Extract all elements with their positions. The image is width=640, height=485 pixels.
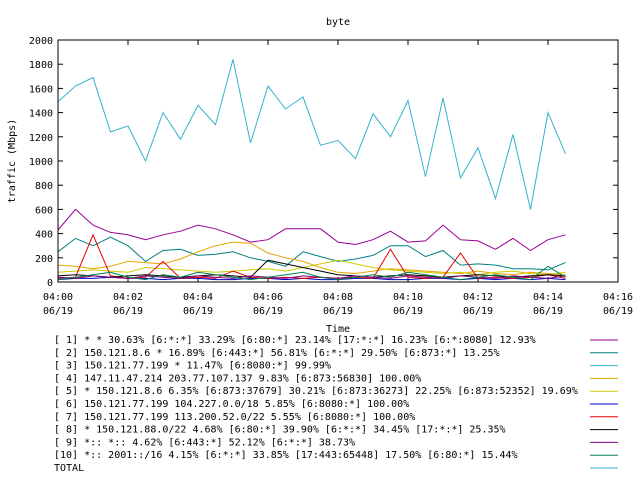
legend-label: [10] *:: 2001::/16 4.15% [6:*:*] 33.85% … [54,450,518,461]
x-tick-date: 06/19 [43,306,73,317]
legend-label: [ 7] 150.121.77.199 113.200.52.0/22 5.55… [54,412,415,423]
series-line-9 [57,275,566,279]
y-axis-label: traffic (Mbps) [7,119,18,203]
x-tick-time: 04:06 [253,292,283,303]
x-tick-time: 04:04 [183,292,213,303]
y-tick-label: 1000 [29,157,53,168]
series-line-5 [57,259,566,276]
legend-label: [ 3] 150.121.77.199 * 11.47% [6:8080:*] … [54,361,331,372]
x-tick-time: 04:14 [533,292,563,303]
x-tick-time: 04:10 [393,292,423,303]
x-axis-label: Time [326,324,350,335]
y-tick-label: 200 [35,254,53,265]
x-tick-time: 04:02 [113,292,143,303]
x-tick-time: 04:12 [463,292,493,303]
y-tick-label: 2000 [29,36,53,47]
legend-label: [ 4] 147.11.47.214 203.77.107.137 9.83% … [54,373,421,384]
y-tick-label: 1400 [29,109,53,120]
series-line-4 [57,241,566,276]
series-lines [57,59,566,281]
x-tick-date: 06/19 [113,306,143,317]
x-tick-time: 04:00 [43,292,73,303]
x-tick-date: 06/19 [533,306,563,317]
legend-label: [ 5] * 150.121.8.6 6.35% [6:873:37679] 3… [54,386,578,397]
x-tick-time: 04:16 [603,292,633,303]
y-tick-label: 1200 [29,133,53,144]
x-tick-date: 06/19 [253,306,283,317]
legend-label: TOTAL [54,463,84,474]
legend: [ 1] * * 30.63% [6:*:*] 33.29% [6:80:*] … [54,335,618,474]
chart-title: byte [326,17,350,28]
series-line-3 [57,59,566,210]
x-tick-date: 06/19 [463,306,493,317]
y-tick-label: 800 [35,181,53,192]
x-tick-date: 06/19 [183,306,213,317]
legend-label: [ 9] *:: *:: 4.62% [6:443:*] 52.12% [6:*… [54,437,355,448]
series-line-8 [57,259,566,278]
y-tick-label: 400 [35,230,53,241]
x-tick-date: 06/19 [393,306,423,317]
series-line-10 [57,265,566,281]
legend-label: [ 6] 150.121.77.199 104.227.0.0/18 5.85%… [54,399,409,410]
series-line-2 [57,236,566,271]
x-tick-date: 06/19 [323,306,353,317]
legend-label: [ 8] * 150.121.88.0/22 4.68% [6:80:*] 39… [54,425,506,436]
legend-label: [ 2] 150.121.8.6 * 16.89% [6:443:*] 56.8… [54,348,500,359]
x-tick-time: 04:08 [323,292,353,303]
series-line-7 [57,233,566,279]
y-tick-label: 1800 [29,60,53,71]
y-tick-label: 600 [35,205,53,216]
y-tick-label: 0 [47,278,53,289]
plot-frame [57,39,619,283]
y-tick-label: 1600 [29,84,53,95]
x-tick-date: 06/19 [603,306,633,317]
series-line-1 [57,208,566,252]
legend-label: [ 1] * * 30.63% [6:*:*] 33.29% [6:80:*] … [54,335,536,346]
axis-ticks: 0 200 400 600 800 1000 1200 1400 1600 1800 2000 04:… [29,36,633,317]
